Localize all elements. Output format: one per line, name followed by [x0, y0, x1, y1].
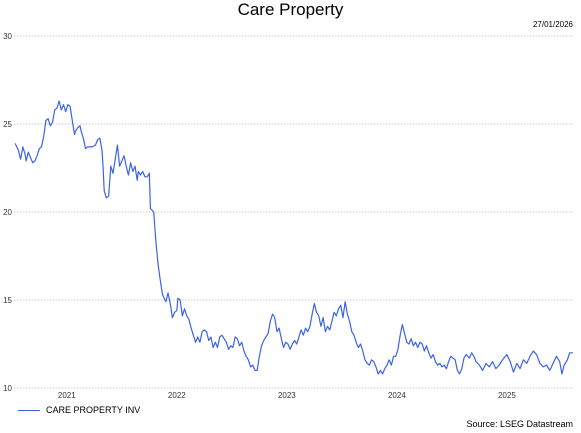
x-tick-label: 2024	[388, 391, 406, 400]
series-line	[14, 100, 573, 375]
y-tick-label: 30	[3, 32, 12, 41]
legend: CARE PROPERTY INV	[18, 405, 140, 415]
legend-label: CARE PROPERTY INV	[46, 405, 141, 415]
y-tick-label: 20	[3, 208, 12, 217]
source-note: Source: LSEG Datastream	[466, 419, 573, 429]
y-tick-label: 15	[3, 296, 12, 305]
x-tick-label: 2021	[58, 391, 76, 400]
legend-swatch	[18, 409, 40, 411]
chart-title: Care Property	[237, 0, 344, 19]
x-tick-label: 2022	[168, 391, 186, 400]
date-stamp: 27/01/2026	[532, 20, 573, 29]
x-tick-label: 2023	[278, 391, 296, 400]
y-tick-label: 25	[3, 120, 12, 129]
y-tick-label: 10	[3, 384, 12, 393]
x-tick-label: 2025	[498, 391, 516, 400]
